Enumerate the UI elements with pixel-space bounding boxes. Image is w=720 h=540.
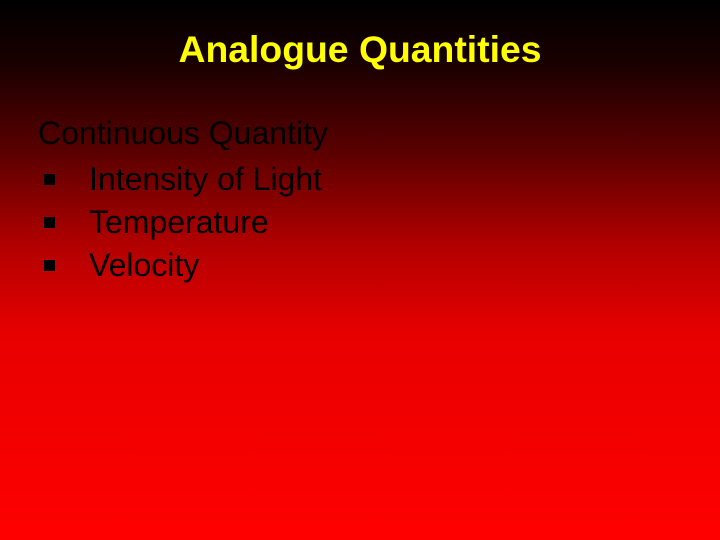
bullet-list: Intensity of Light Temperature Velocity xyxy=(38,158,682,288)
list-item: Temperature xyxy=(38,201,682,244)
body-subheading: Continuous Quantity xyxy=(38,115,682,152)
square-bullet-icon xyxy=(44,217,55,228)
slide-title: Analogue Quantities xyxy=(0,28,720,71)
slide-body: Continuous Quantity Intensity of Light T… xyxy=(38,115,682,288)
list-item-label: Velocity xyxy=(89,244,199,287)
slide: Analogue Quantities Continuous Quantity … xyxy=(0,0,720,540)
list-item: Velocity xyxy=(38,244,682,287)
list-item-label: Temperature xyxy=(89,201,269,244)
list-item-label: Intensity of Light xyxy=(89,158,322,201)
square-bullet-icon xyxy=(44,260,55,271)
list-item: Intensity of Light xyxy=(38,158,682,201)
square-bullet-icon xyxy=(44,174,55,185)
